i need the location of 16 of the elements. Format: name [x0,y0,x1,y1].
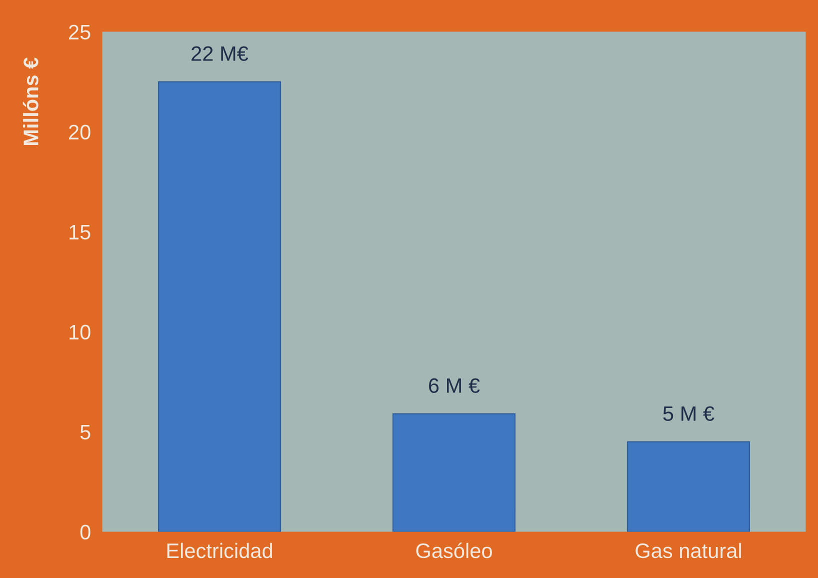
data-label: 5 M € [663,406,714,421]
y-tick-label: 15 [70,224,90,240]
data-label: 6 M € [429,378,480,393]
y-tick-label: 25 [69,24,90,40]
x-tick-label: Gas natural [636,542,741,558]
bar [392,413,516,532]
y-tick-label: 5 [80,424,90,440]
bar [626,441,750,532]
y-tick-label: 20 [69,124,90,140]
bar [158,81,282,532]
x-tick-label: Electricidad [167,542,272,558]
data-label: 22 M€ [192,46,248,61]
x-tick-label: Gasóleo [416,542,492,558]
y-tick-label: 10 [70,324,90,340]
y-axis-title: Millóns € [22,58,38,145]
y-tick-label: 0 [80,524,90,540]
